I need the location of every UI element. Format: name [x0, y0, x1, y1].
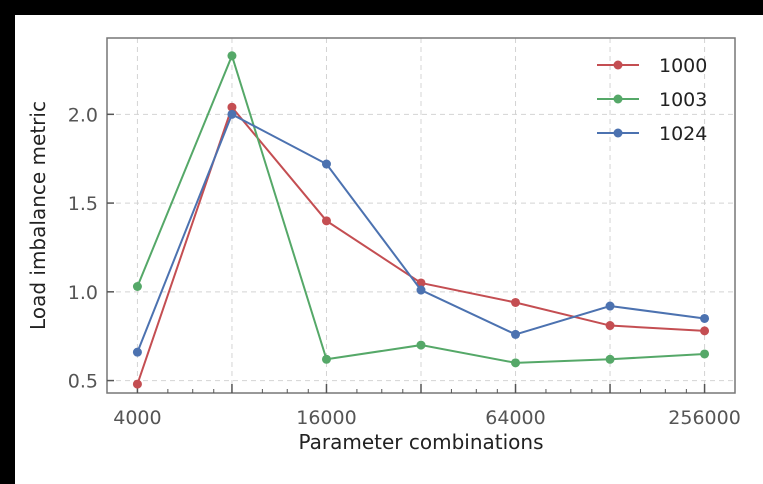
legend-marker	[613, 60, 623, 70]
series-1024	[132, 109, 710, 357]
data-point	[227, 51, 237, 61]
legend: 1000 1003 1024	[597, 55, 707, 145]
data-point	[321, 159, 331, 169]
y-tick-label: 1.0	[68, 282, 98, 304]
data-point	[321, 354, 331, 364]
data-point	[700, 349, 710, 359]
y-tick-label: 1.5	[68, 193, 98, 215]
x-tick-label: 4000	[113, 407, 161, 429]
x-tick-label: 256000	[668, 407, 741, 429]
x-axis-ticks: 4000 16000 64000 256000	[113, 384, 741, 429]
data-point	[605, 354, 615, 364]
data-point	[416, 278, 426, 288]
data-point	[132, 347, 142, 357]
data-point	[227, 109, 237, 119]
data-point	[227, 102, 237, 112]
data-point	[511, 329, 521, 339]
y-axis-label: Load imbalance metric	[26, 101, 50, 330]
data-point	[416, 340, 426, 350]
legend-label: 1003	[659, 89, 707, 111]
series-layer	[132, 51, 710, 389]
data-point	[132, 379, 142, 389]
x-tick-label: 64000	[485, 407, 545, 429]
y-tick-label: 2.0	[68, 104, 98, 126]
legend-label: 1000	[659, 55, 707, 77]
data-point	[605, 321, 615, 331]
line-chart: 4000 16000 64000 256000 0.51.01.52.0 100010…	[26, 37, 741, 454]
x-axis-label: Parameter combinations	[298, 430, 543, 454]
legend-marker	[613, 94, 623, 104]
y-axis-ticks: 0.5 1.0 1.5 2.0	[68, 104, 114, 393]
chart-card: 4000 16000 64000 256000 0.5 1.0 1.5 2.0 1000 10…	[15, 15, 763, 484]
data-point	[416, 285, 426, 295]
data-point	[511, 358, 521, 368]
series-1003	[132, 51, 710, 368]
grid-lines	[107, 38, 735, 393]
y-tick-label: 0.5	[68, 371, 98, 393]
legend-label: 1024	[659, 123, 707, 145]
data-point	[700, 313, 710, 323]
data-point	[511, 297, 521, 307]
series-1000	[132, 102, 710, 389]
legend-marker	[613, 128, 623, 138]
data-point	[700, 326, 710, 336]
x-tick-label: 16000	[296, 407, 356, 429]
data-point	[132, 282, 142, 291]
data-point	[605, 301, 615, 311]
data-point	[321, 216, 331, 226]
